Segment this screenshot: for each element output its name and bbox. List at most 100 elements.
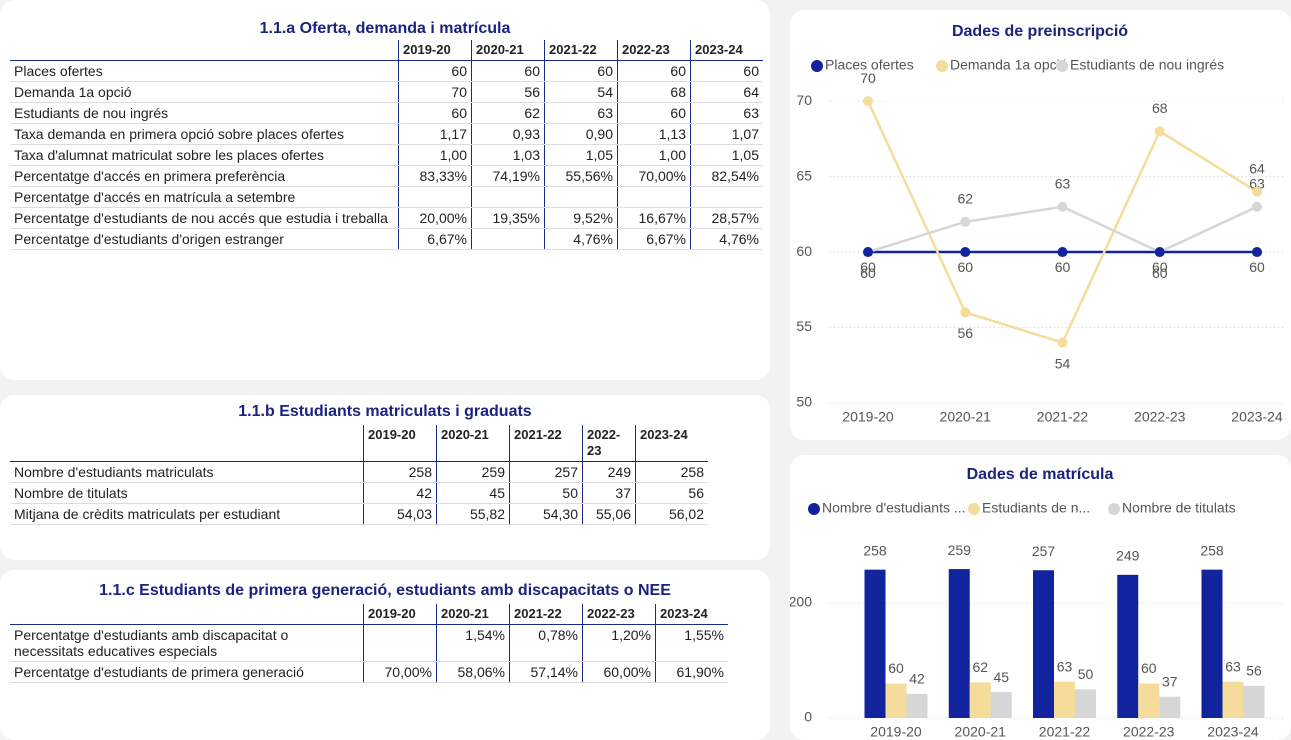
data-label: 60 [1249, 259, 1265, 275]
row-label: Taxa demanda en primera opció sobre plac… [10, 123, 399, 145]
row: Percentatge d'estudiants d'origen estran… [10, 228, 763, 250]
data-label: 60 [1152, 265, 1168, 281]
cell: 1,07 [690, 123, 763, 145]
bar [1243, 685, 1265, 718]
x-tick-label: 2020-21 [955, 724, 1007, 740]
line-chart: Dades de preinscripció Places ofertes Dema… [790, 10, 1291, 440]
row-label: Mitjana de crèdits matriculats per estud… [10, 503, 364, 525]
table-title: 1.1.c Estudiants de primera generació, e… [99, 582, 671, 599]
bar [969, 682, 991, 718]
x-tick-label: 2021-22 [1039, 724, 1091, 740]
bar [1138, 683, 1160, 718]
bar [1075, 689, 1096, 718]
cell: 6,67% [398, 228, 472, 250]
data-label: 42 [909, 671, 925, 687]
cell: 1,05 [544, 144, 618, 166]
header-cell: 2023-24 [690, 40, 763, 61]
data-label: 56 [957, 325, 973, 341]
cell [544, 186, 618, 208]
header-cell: 2023-24 [655, 604, 728, 625]
row-label: Percentatge d'accés en primera preferènc… [10, 165, 399, 187]
data-label: 60 [1152, 259, 1168, 275]
header-cell [10, 40, 399, 61]
cell: 60 [617, 60, 691, 82]
point [1252, 201, 1262, 212]
bar [885, 683, 907, 718]
cell: 259 [436, 461, 510, 483]
table-title: 1.1.a Oferta, demanda i matrícula [259, 20, 511, 37]
legend-swatch [1108, 503, 1120, 515]
cell: 16,67% [617, 207, 691, 229]
cell: 19,35% [471, 207, 545, 229]
cell: 1,54% [436, 624, 510, 662]
row: Places ofertes 60 60 60 60 60 [10, 60, 763, 82]
row: Percentatge d'estudiants de nou accés qu… [10, 207, 763, 229]
header-cell [10, 425, 364, 462]
x-tick-label: 2023-24 [1231, 409, 1283, 425]
cell: 6,67% [617, 228, 691, 250]
cell: 60 [398, 60, 472, 82]
cell: 63 [544, 102, 618, 124]
legend-label: Nombre d'estudiants ... [822, 500, 966, 516]
legend-swatch [811, 60, 823, 72]
x-tick-label: 2019-20 [842, 409, 894, 425]
x-tick-label: 2022-23 [1123, 724, 1175, 740]
chart-title: Dades de preinscripció [952, 23, 1128, 40]
header-cell: 2019-20 [363, 425, 437, 462]
bar [1201, 569, 1223, 718]
cell: 60 [617, 102, 691, 124]
data-label: 62 [957, 191, 973, 207]
bar [1222, 681, 1244, 718]
point [1252, 186, 1262, 197]
bar [1033, 570, 1054, 718]
cell: 0,78% [509, 624, 583, 662]
cell: 55,56% [544, 165, 618, 187]
row: Taxa d'alumnat matriculat sobre les plac… [10, 144, 763, 166]
cell: 1,00 [617, 144, 691, 166]
cell: 56,02 [635, 503, 708, 525]
cell: 61,90% [655, 661, 728, 683]
card-table-a: 1.1.a Oferta, demanda i matrícula 2019-20… [0, 0, 770, 380]
table: 2019-20 2020-21 2021-22 2022-23 2023-24 Nombr… [10, 425, 708, 525]
row-label: Percentatge d'estudiants de primera gene… [10, 661, 364, 683]
row: Mitjana de crèdits matriculats per estud… [10, 503, 708, 525]
cell: 60 [398, 102, 472, 124]
header-cell: 2023-24 [635, 425, 708, 462]
data-label: 63 [1057, 658, 1073, 674]
y-tick-label: 65 [796, 167, 812, 183]
cell: 42 [363, 482, 437, 504]
row-label: Demanda 1a opció [10, 81, 399, 103]
cell: 37 [582, 482, 636, 504]
cell [471, 228, 545, 250]
row-label: Percentatge d'estudiants de nou accés qu… [10, 207, 399, 229]
header-cell: 2022-23 [582, 604, 656, 625]
bar-chart: Dades de matrícula Nombre d'estudiants ..… [790, 455, 1291, 740]
data-label: 60 [888, 660, 904, 676]
cell: 54 [544, 81, 618, 103]
cell: 1,03 [471, 144, 545, 166]
x-tick-label: 2022-23 [1134, 409, 1186, 425]
row-label: Percentatge d'estudiants amb discapacita… [10, 624, 364, 662]
cell: 55,82 [436, 503, 510, 525]
data-label: 56 [1246, 663, 1262, 679]
data-label: 37 [1162, 673, 1178, 689]
cell: 62 [471, 102, 545, 124]
data-label: 54 [1055, 355, 1071, 371]
row-label: Taxa d'alumnat matriculat sobre les plac… [10, 144, 399, 166]
bar [906, 693, 928, 718]
data-label: 50 [1078, 666, 1094, 682]
data-label: 60 [1141, 660, 1157, 676]
legend-label: Estudiants de n... [982, 500, 1090, 516]
row: Taxa demanda en primera opció sobre plac… [10, 123, 763, 145]
header-cell: 2019-20 [363, 604, 437, 625]
cell: 55,06 [582, 503, 636, 525]
row: Estudiants de nou ingrés 60 62 63 60 63 [10, 102, 763, 124]
card-table-c: 1.1.c Estudiants de primera generació, e… [0, 570, 770, 740]
header-cell: 2021-22 [509, 604, 583, 625]
table: 2019-20 2020-21 2021-22 2022-23 2023-24 Perce… [10, 604, 728, 683]
table-title: 1.1.b Estudiants matriculats i graduats [238, 403, 532, 420]
data-label: 60 [860, 265, 876, 281]
y-tick-label: 200 [790, 594, 812, 610]
point [960, 247, 971, 258]
cell [363, 624, 437, 662]
